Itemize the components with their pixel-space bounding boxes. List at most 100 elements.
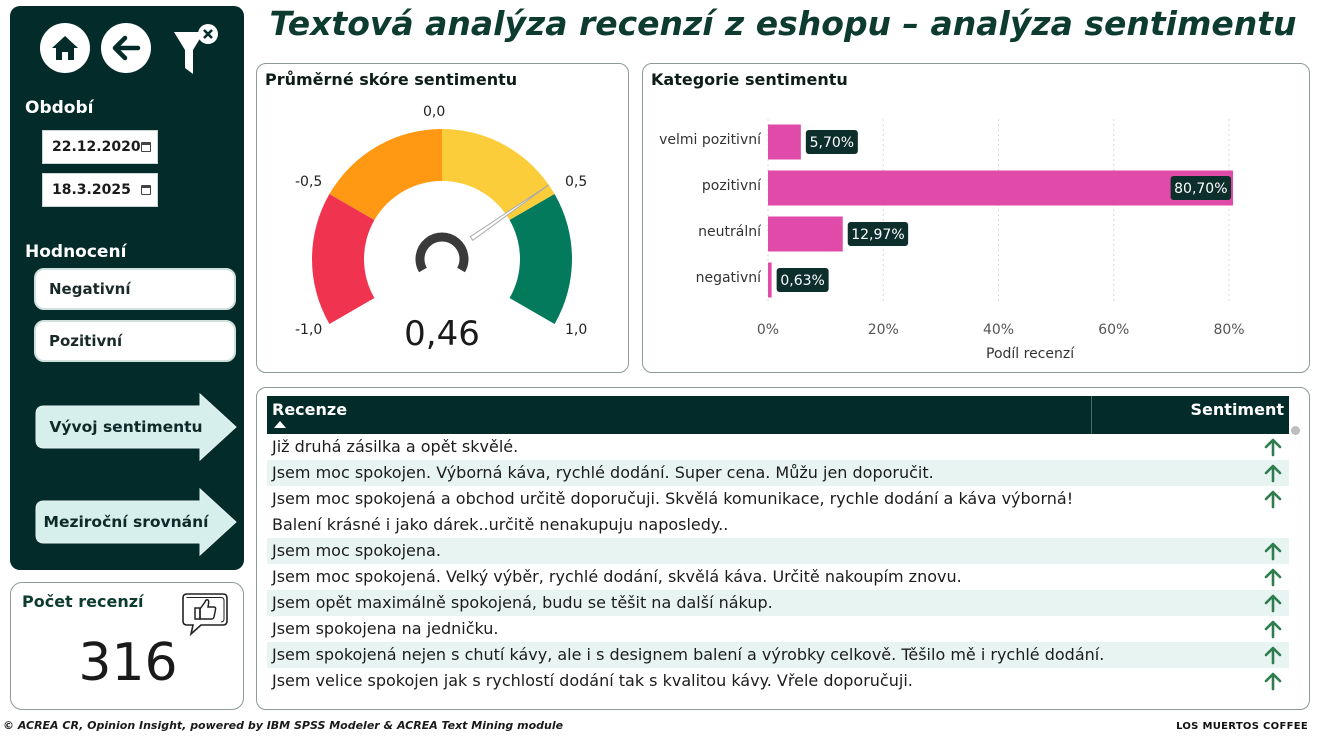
bar-category-labels: velmi pozitivní pozitivní neutrální negativ… <box>643 64 761 364</box>
review-text-line: Jsem moc spokojená a obchod určitě dopor… <box>272 489 1074 508</box>
gauge-max-label: 1,0 <box>565 322 588 338</box>
table-row[interactable]: Jsem velice spokojen jak s rychlostí dod… <box>267 668 1289 694</box>
page-title: Textová analýza recenzí z eshopu – analý… <box>269 4 1297 43</box>
sentiment-category-card: Kategorie sentimentu 5,70% 80,70% 12,97% 0,… <box>642 63 1310 373</box>
footer-brand: LOS MUERTOS COFFEE <box>1176 721 1308 732</box>
bar-chart: 5,70% 80,70% 12,97% 0,63% <box>767 119 1234 304</box>
sort-ascending-icon[interactable] <box>274 421 286 428</box>
up-arrow-icon <box>1264 672 1282 691</box>
date-from-value: 22.12.2020 <box>52 139 141 155</box>
home-icon <box>52 36 78 60</box>
back-arrow-icon <box>112 35 141 61</box>
gauge-label-plus-half: 0,5 <box>565 174 588 190</box>
table-row[interactable]: Jsem moc spokojená. Velký výběr, rychlé … <box>267 564 1289 590</box>
calendar-icon[interactable] <box>141 142 151 152</box>
gauge-title: Průměrné skóre sentimentu <box>265 70 518 89</box>
bar-value-label: 12,97% <box>851 227 904 243</box>
column-separator <box>1091 396 1092 434</box>
bar-2[interactable] <box>768 216 843 252</box>
yoy-comparison-button[interactable]: Meziroční srovnání <box>34 487 238 557</box>
bar-value-badge <box>847 222 909 246</box>
bar-x-axis-label: Podíl recenzí <box>986 346 1075 362</box>
bar-3[interactable] <box>768 262 772 298</box>
review-count-value: 316 <box>78 633 178 693</box>
scrollbar-thumb[interactable] <box>1291 426 1300 435</box>
table-row[interactable]: Jsem moc spokojen. Výborná káva, rychlé … <box>267 460 1289 486</box>
date-to-value: 18.3.2025 <box>52 182 131 198</box>
up-arrow-icon <box>1264 620 1282 639</box>
gauge-chart <box>312 129 572 324</box>
gauge-segment-green <box>509 194 572 324</box>
back-button[interactable] <box>101 23 151 73</box>
gauge-segment-yellow <box>442 129 555 220</box>
review-count-card: Počet recenzí 316 <box>10 582 244 710</box>
up-arrow-icon <box>1264 438 1282 457</box>
arrow-shape-icon <box>35 487 237 557</box>
gauge-value: 0,46 <box>404 314 480 354</box>
date-to-field[interactable]: 18.3.2025 <box>42 173 158 207</box>
bar-value-label: 0,63% <box>780 273 824 289</box>
table-row[interactable]: Jsem spokojena na jedničku. <box>267 616 1289 642</box>
column-header-sentiment[interactable]: Sentiment <box>1190 400 1284 419</box>
up-arrow-icon <box>1264 490 1282 509</box>
sentiment-trend-label: Vývoj sentimentu <box>49 418 203 436</box>
clear-filter-icon[interactable] <box>172 24 222 80</box>
review-text: Jsem opět maximálně spokojená, budu se t… <box>272 593 773 612</box>
table-row[interactable]: Již druhá zásilka a opět skvělé. <box>267 434 1289 460</box>
review-count-title: Počet recenzí <box>22 592 144 611</box>
bar-1[interactable] <box>768 170 1234 206</box>
gauge-min-label: -1,0 <box>295 322 323 338</box>
review-text: Jsem spokojená nejen s chutí kávy, ale i… <box>272 645 1105 664</box>
gauge-label-minus-half: -0,5 <box>295 174 323 190</box>
table-row[interactable]: Jsem opět maximálně spokojená, budu se t… <box>267 590 1289 616</box>
home-button[interactable] <box>40 23 90 73</box>
bar-chart-title: Kategorie sentimentu <box>651 70 848 89</box>
bar-category-label: negativní <box>695 270 761 286</box>
review-text: Jsem spokojena na jedničku. <box>272 619 499 638</box>
review-text: Jsem moc spokojená. Velký výběr, rychlé … <box>272 567 962 586</box>
gauge-segment-orange <box>329 129 442 220</box>
review-text: Jsem moc spokojen. Výborná káva, rychlé … <box>272 463 934 482</box>
review-text: Jsem velice spokojen jak s rychlostí dod… <box>272 671 913 690</box>
period-label: Období <box>25 98 94 118</box>
bar-value-badge <box>776 268 829 292</box>
sentiment-gauge-card: Průměrné skóre sentimentu 0,0 -0,5 0,5 -… <box>256 63 629 373</box>
review-text: Již druhá zásilka a opět skvělé. <box>272 437 519 456</box>
yoy-comparison-label: Meziroční srovnání <box>43 513 209 531</box>
bar-0[interactable] <box>768 124 801 160</box>
calendar-icon[interactable] <box>141 185 151 195</box>
sentiment-trend-button[interactable]: Vývoj sentimentu <box>34 392 238 462</box>
review-text: Jsem moc spokojená a obchod určitě dopor… <box>272 486 1172 538</box>
arrow-shape-icon <box>35 392 237 462</box>
date-from-field[interactable]: 22.12.2020 <box>42 130 158 164</box>
reviews-table-card: Recenze Sentiment Již druhá zásilka a op… <box>256 387 1310 710</box>
up-arrow-icon <box>1264 464 1282 483</box>
rating-option-positive[interactable]: Pozitivní <box>34 320 236 362</box>
review-text: Jsem moc spokojena. <box>272 541 441 560</box>
gauge-segment-red <box>312 194 375 324</box>
bar-category-label: pozitivní <box>701 178 761 194</box>
gauge-label-zero: 0,0 <box>423 104 446 120</box>
sidebar: Období 22.12.2020 18.3.2025 Hodnocení Ne… <box>10 6 244 570</box>
up-arrow-icon <box>1264 594 1282 613</box>
table-header: Recenze Sentiment <box>267 396 1289 434</box>
rating-option-negative[interactable]: Negativní <box>34 268 236 310</box>
table-row[interactable]: Jsem moc spokojená a obchod určitě dopor… <box>267 486 1289 538</box>
gauge-needle <box>469 184 550 241</box>
column-header-review[interactable]: Recenze <box>272 400 348 419</box>
bar-value-label: 5,70% <box>810 135 854 151</box>
up-arrow-icon <box>1264 646 1282 665</box>
bar-category-label: velmi pozitivní <box>659 132 761 148</box>
bar-value-label: 80,70% <box>1174 181 1227 197</box>
footer-credit: © ACREA CR, Opinion Insight, powered by … <box>3 719 564 732</box>
reviews-table-body: Již druhá zásilka a opět skvělé. Jsem moc… <box>267 434 1289 694</box>
table-row[interactable]: Jsem spokojená nejen s chutí kávy, ale i… <box>267 642 1289 668</box>
bar-value-badge <box>1170 176 1232 200</box>
up-arrow-icon <box>1264 568 1282 587</box>
review-text-line: Balení krásné i jako dárek..určitě nenak… <box>272 515 729 534</box>
rating-label: Hodnocení <box>25 242 127 262</box>
table-row[interactable]: Jsem moc spokojena. <box>267 538 1289 564</box>
gauge-inner-arc <box>415 232 469 273</box>
up-arrow-icon <box>1264 542 1282 561</box>
